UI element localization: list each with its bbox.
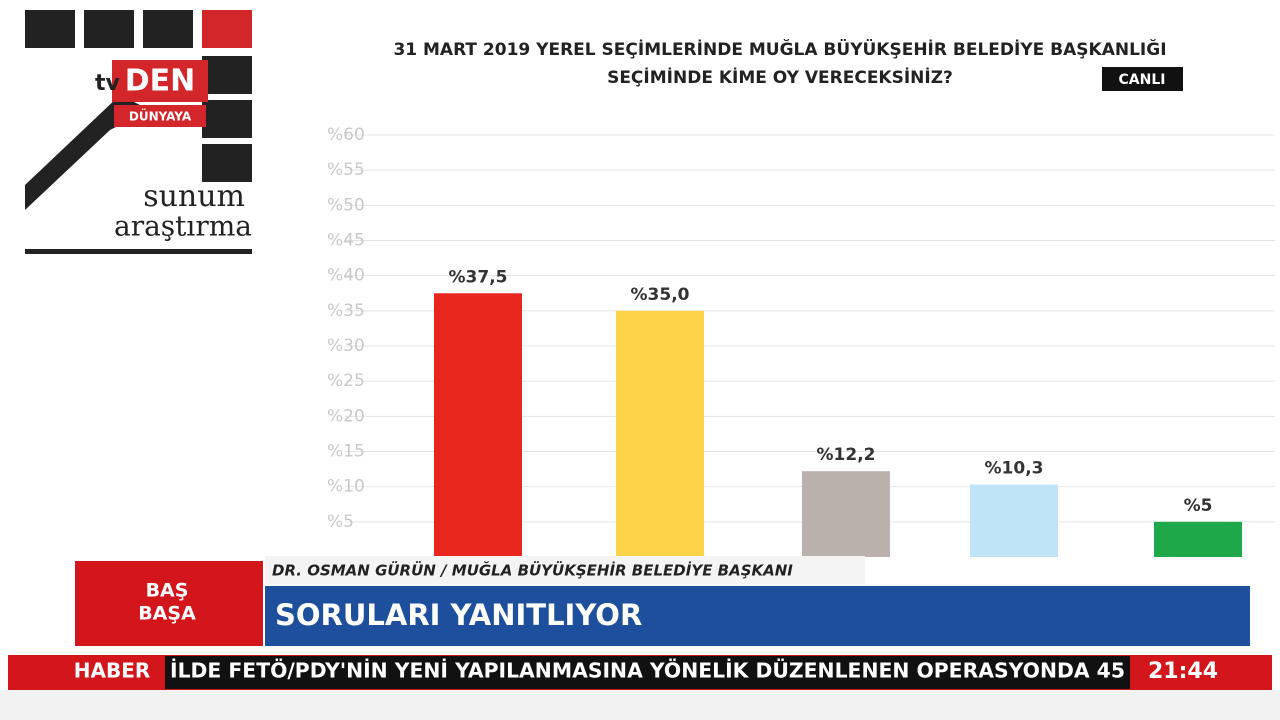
ticker-label: HABER — [74, 659, 151, 683]
bar — [1154, 521, 1242, 557]
ticker-text-bar — [165, 656, 1130, 689]
bar — [802, 471, 890, 557]
plot: %5 %10 %15 %20 %25 %30 %35 %40 %45 %50 %55 %60 %37,5… — [327, 125, 1275, 557]
y-tick-label: %20 — [327, 406, 365, 426]
logo-den: DEN — [125, 64, 196, 99]
y-tick-label: %55 — [327, 160, 365, 180]
logo-square — [143, 10, 193, 48]
bar — [434, 293, 522, 557]
program-name: BAŞA — [138, 603, 196, 625]
bottom-strip — [0, 690, 1280, 720]
guest-name: DR. OSMAN GÜRÜN / MUĞLA BÜYÜKŞEHİR BELED… — [272, 561, 793, 580]
logo-square — [84, 10, 134, 48]
guest-strip — [265, 556, 865, 584]
y-tick-label: %60 — [327, 125, 365, 145]
chart-title: 31 MART 2019 YEREL SEÇİMLERİNDE MUĞLA BÜ… — [393, 38, 1166, 60]
logo-den-box — [112, 60, 208, 102]
y-tick-label: %45 — [327, 231, 365, 251]
value-label: %10,3 — [985, 459, 1044, 479]
ticker-text: İLDE FETÖ/PDY'NİN YENİ YAPILANMASINA YÖN… — [170, 659, 1125, 683]
logo-arastirma: araştırma — [114, 210, 252, 243]
y-tick-label: %50 — [327, 195, 365, 215]
bar — [970, 484, 1058, 557]
logo-square — [202, 56, 252, 94]
y-tick-label: %35 — [327, 301, 365, 321]
value-label: %12,2 — [817, 445, 876, 465]
program-box — [75, 561, 263, 646]
program-name: BAŞ — [146, 580, 189, 602]
headline-bar — [265, 586, 1250, 646]
logo-dunyaya-box — [114, 105, 206, 127]
lower-third: BAŞ BAŞA DR. OSMAN GÜRÜN / MUĞLA BÜYÜKŞE… — [0, 556, 1280, 720]
y-tick-label: %5 — [327, 512, 354, 532]
headline: SORULARI YANITLIYOR — [275, 598, 642, 632]
live-badge — [1102, 67, 1183, 91]
value-label: %37,5 — [449, 267, 508, 287]
value-label: %35,0 — [631, 285, 690, 305]
logo-square — [202, 100, 252, 138]
live-badge-text: CANLI — [1119, 72, 1166, 88]
logo: tv DEN DÜNYAYA sunum araştırma — [25, 10, 252, 254]
logo-dunyaya: DÜNYAYA — [129, 109, 192, 124]
y-tick-label: %40 — [327, 266, 365, 286]
ticker-time: 21:44 — [1148, 659, 1218, 684]
bar — [616, 310, 704, 557]
logo-underline — [25, 249, 252, 254]
y-tick-label: %10 — [327, 477, 365, 497]
y-tick-label: %25 — [327, 371, 365, 391]
logo-square — [202, 10, 252, 48]
y-tick-label: %15 — [327, 442, 365, 462]
value-label: %5 — [1184, 496, 1213, 516]
logo-square — [25, 10, 75, 48]
chart-title: SEÇİMİNDE KİME OY VERECEKSİNİZ? — [607, 66, 953, 88]
logo-square — [202, 144, 252, 182]
logo-sunum: sunum — [143, 179, 245, 214]
y-tick-label: %30 — [327, 336, 365, 356]
logo-tv: tv — [95, 71, 121, 96]
